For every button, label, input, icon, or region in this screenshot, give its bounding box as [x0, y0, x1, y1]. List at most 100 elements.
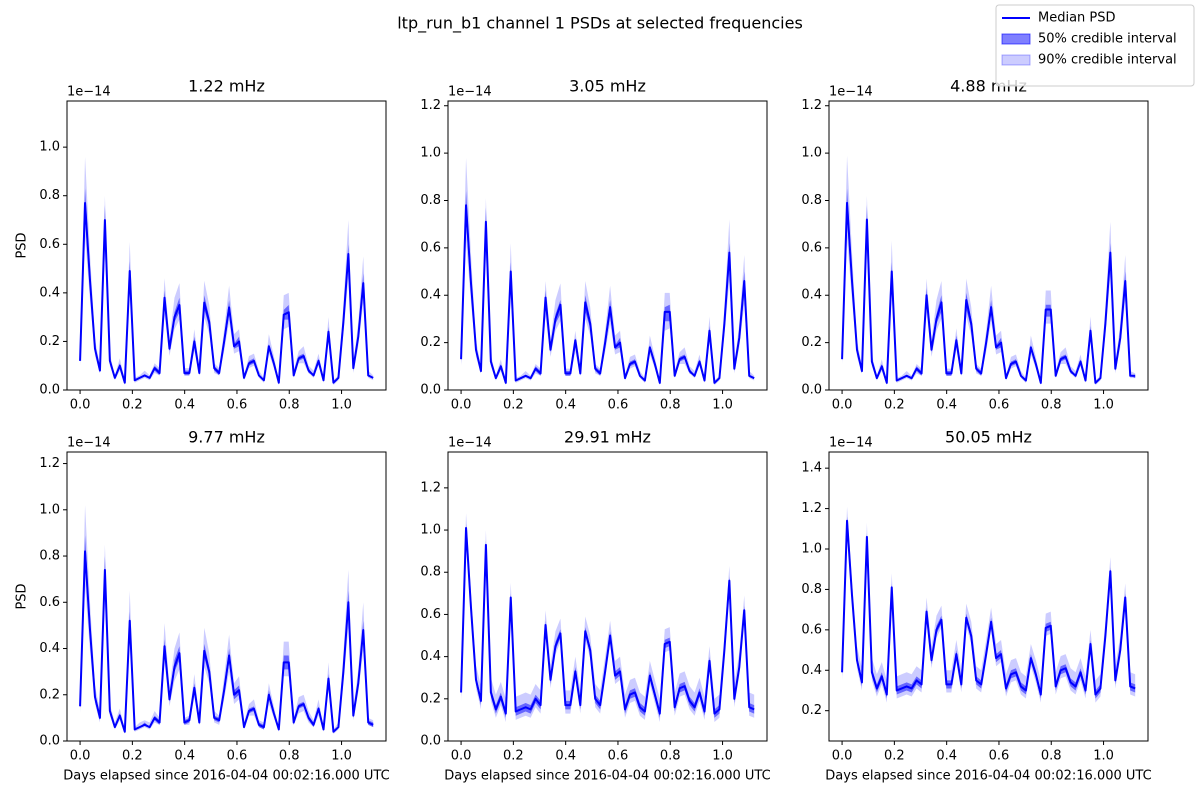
- y-tick-label: 0.0: [801, 383, 822, 398]
- y-tick-label: 0.6: [801, 622, 822, 637]
- y-tick-label: 1.2: [39, 456, 60, 471]
- legend-swatch: [1001, 33, 1031, 45]
- y-tick-label: 1.2: [801, 501, 822, 516]
- plot-area: [79, 156, 374, 386]
- axes-frame: [447, 100, 768, 391]
- credible-band: [461, 513, 755, 723]
- x-tick-label: 0.2: [122, 398, 143, 413]
- y-tick-label: 0.8: [801, 582, 822, 597]
- x-tick-label: 0.6: [989, 749, 1010, 764]
- credible-band: [80, 156, 374, 386]
- y-tick-label: 0.4: [420, 288, 441, 303]
- plot-area: [460, 513, 755, 723]
- y-tick-label: 0.0: [39, 383, 60, 398]
- y-tick-label: 0.8: [420, 193, 441, 208]
- credible-band: [842, 516, 1136, 699]
- x-tick-label: 0.2: [884, 749, 905, 764]
- y-tick-label: 0.0: [420, 734, 441, 749]
- x-tick-label: 1.0: [712, 749, 733, 764]
- x-tick-label: 0.8: [660, 398, 681, 413]
- y-tick-label: 0.8: [39, 549, 60, 564]
- x-tick-label: 0.4: [936, 398, 957, 413]
- y-tick-label: 0.4: [39, 641, 60, 656]
- x-tick-label: 0.8: [1041, 749, 1062, 764]
- x-tick-label: 0.6: [608, 398, 629, 413]
- plot-area: [79, 505, 374, 735]
- credible-band: [461, 157, 755, 386]
- y-tick-label: 1.2: [420, 98, 441, 113]
- axes-frame: [447, 451, 768, 742]
- y-tick-label: 1.0: [39, 502, 60, 517]
- credible-band: [80, 188, 374, 383]
- axes-frame: [828, 100, 1149, 391]
- x-tick-label: 0.2: [884, 398, 905, 413]
- median-line: [460, 526, 755, 715]
- y-tick-label: 0.2: [420, 335, 441, 350]
- y-tick-label: 0.4: [801, 663, 822, 678]
- x-tick-label: 1.0: [712, 398, 733, 413]
- legend-swatch: [1001, 54, 1031, 66]
- x-tick-label: 0.8: [660, 749, 681, 764]
- y-tick-label: 0.2: [39, 687, 60, 702]
- x-axis-label: Days elapsed since 2016-04-04 00:02:16.0…: [63, 769, 389, 784]
- median-line: [460, 204, 755, 384]
- offset-label: 1e−14: [448, 436, 492, 451]
- x-tick-label: 0.6: [227, 749, 248, 764]
- x-tick-label: 0.4: [555, 398, 576, 413]
- median-line: [841, 201, 1136, 384]
- x-tick-label: 1.0: [331, 398, 352, 413]
- x-tick-label: 0.2: [503, 398, 524, 413]
- legend-label: 50% credible interval: [1038, 32, 1177, 47]
- median-line: [841, 519, 1136, 696]
- x-tick-label: 0.4: [936, 749, 957, 764]
- x-tick-label: 0.8: [279, 398, 300, 413]
- y-tick-label: 0.6: [420, 240, 441, 255]
- offset-label: 1e−14: [829, 436, 873, 451]
- x-tick-label: 1.0: [1093, 749, 1114, 764]
- axes-frame: [66, 100, 387, 391]
- offset-label: 1e−14: [829, 85, 873, 100]
- y-tick-label: 1.0: [39, 140, 60, 155]
- y-axis-label: PSD: [15, 232, 30, 258]
- axes-frame: [66, 451, 387, 742]
- x-tick-label: 0.0: [832, 398, 853, 413]
- x-tick-label: 0.8: [1041, 398, 1062, 413]
- y-tick-label: 0.2: [801, 703, 822, 718]
- y-tick-label: 0.8: [420, 565, 441, 580]
- x-tick-label: 1.0: [1093, 398, 1114, 413]
- x-tick-label: 0.8: [279, 749, 300, 764]
- x-tick-label: 0.0: [451, 749, 472, 764]
- offset-label: 1e−14: [448, 85, 492, 100]
- x-tick-label: 0.4: [174, 749, 195, 764]
- y-tick-label: 0.0: [39, 734, 60, 749]
- credible-band: [461, 191, 755, 383]
- y-tick-label: 1.0: [420, 146, 441, 161]
- y-tick-label: 0.6: [801, 240, 822, 255]
- x-tick-label: 0.6: [227, 398, 248, 413]
- offset-label: 1e−14: [67, 85, 111, 100]
- x-tick-label: 1.0: [331, 749, 352, 764]
- subplot-title: 29.91 mHz: [564, 428, 651, 447]
- y-tick-label: 0.8: [801, 193, 822, 208]
- x-tick-label: 0.2: [122, 749, 143, 764]
- y-tick-label: 0.6: [420, 607, 441, 622]
- y-tick-label: 0.6: [39, 237, 60, 252]
- y-tick-label: 0.4: [801, 288, 822, 303]
- subplot-title: 50.05 mHz: [945, 428, 1032, 447]
- legend-box: [995, 4, 1195, 87]
- legend-label: Median PSD: [1038, 11, 1116, 26]
- x-tick-label: 0.0: [70, 749, 91, 764]
- credible-band: [842, 188, 1136, 383]
- y-tick-label: 0.0: [420, 383, 441, 398]
- x-axis-label: Days elapsed since 2016-04-04 00:02:16.0…: [444, 769, 770, 784]
- y-tick-label: 0.2: [39, 334, 60, 349]
- x-axis-label: Days elapsed since 2016-04-04 00:02:16.0…: [825, 769, 1151, 784]
- y-tick-label: 0.2: [801, 335, 822, 350]
- credible-band: [842, 506, 1136, 703]
- subplot-title: 3.05 mHz: [569, 77, 646, 96]
- x-tick-label: 0.4: [174, 398, 195, 413]
- credible-band: [80, 505, 374, 735]
- y-axis-label: PSD: [15, 583, 30, 609]
